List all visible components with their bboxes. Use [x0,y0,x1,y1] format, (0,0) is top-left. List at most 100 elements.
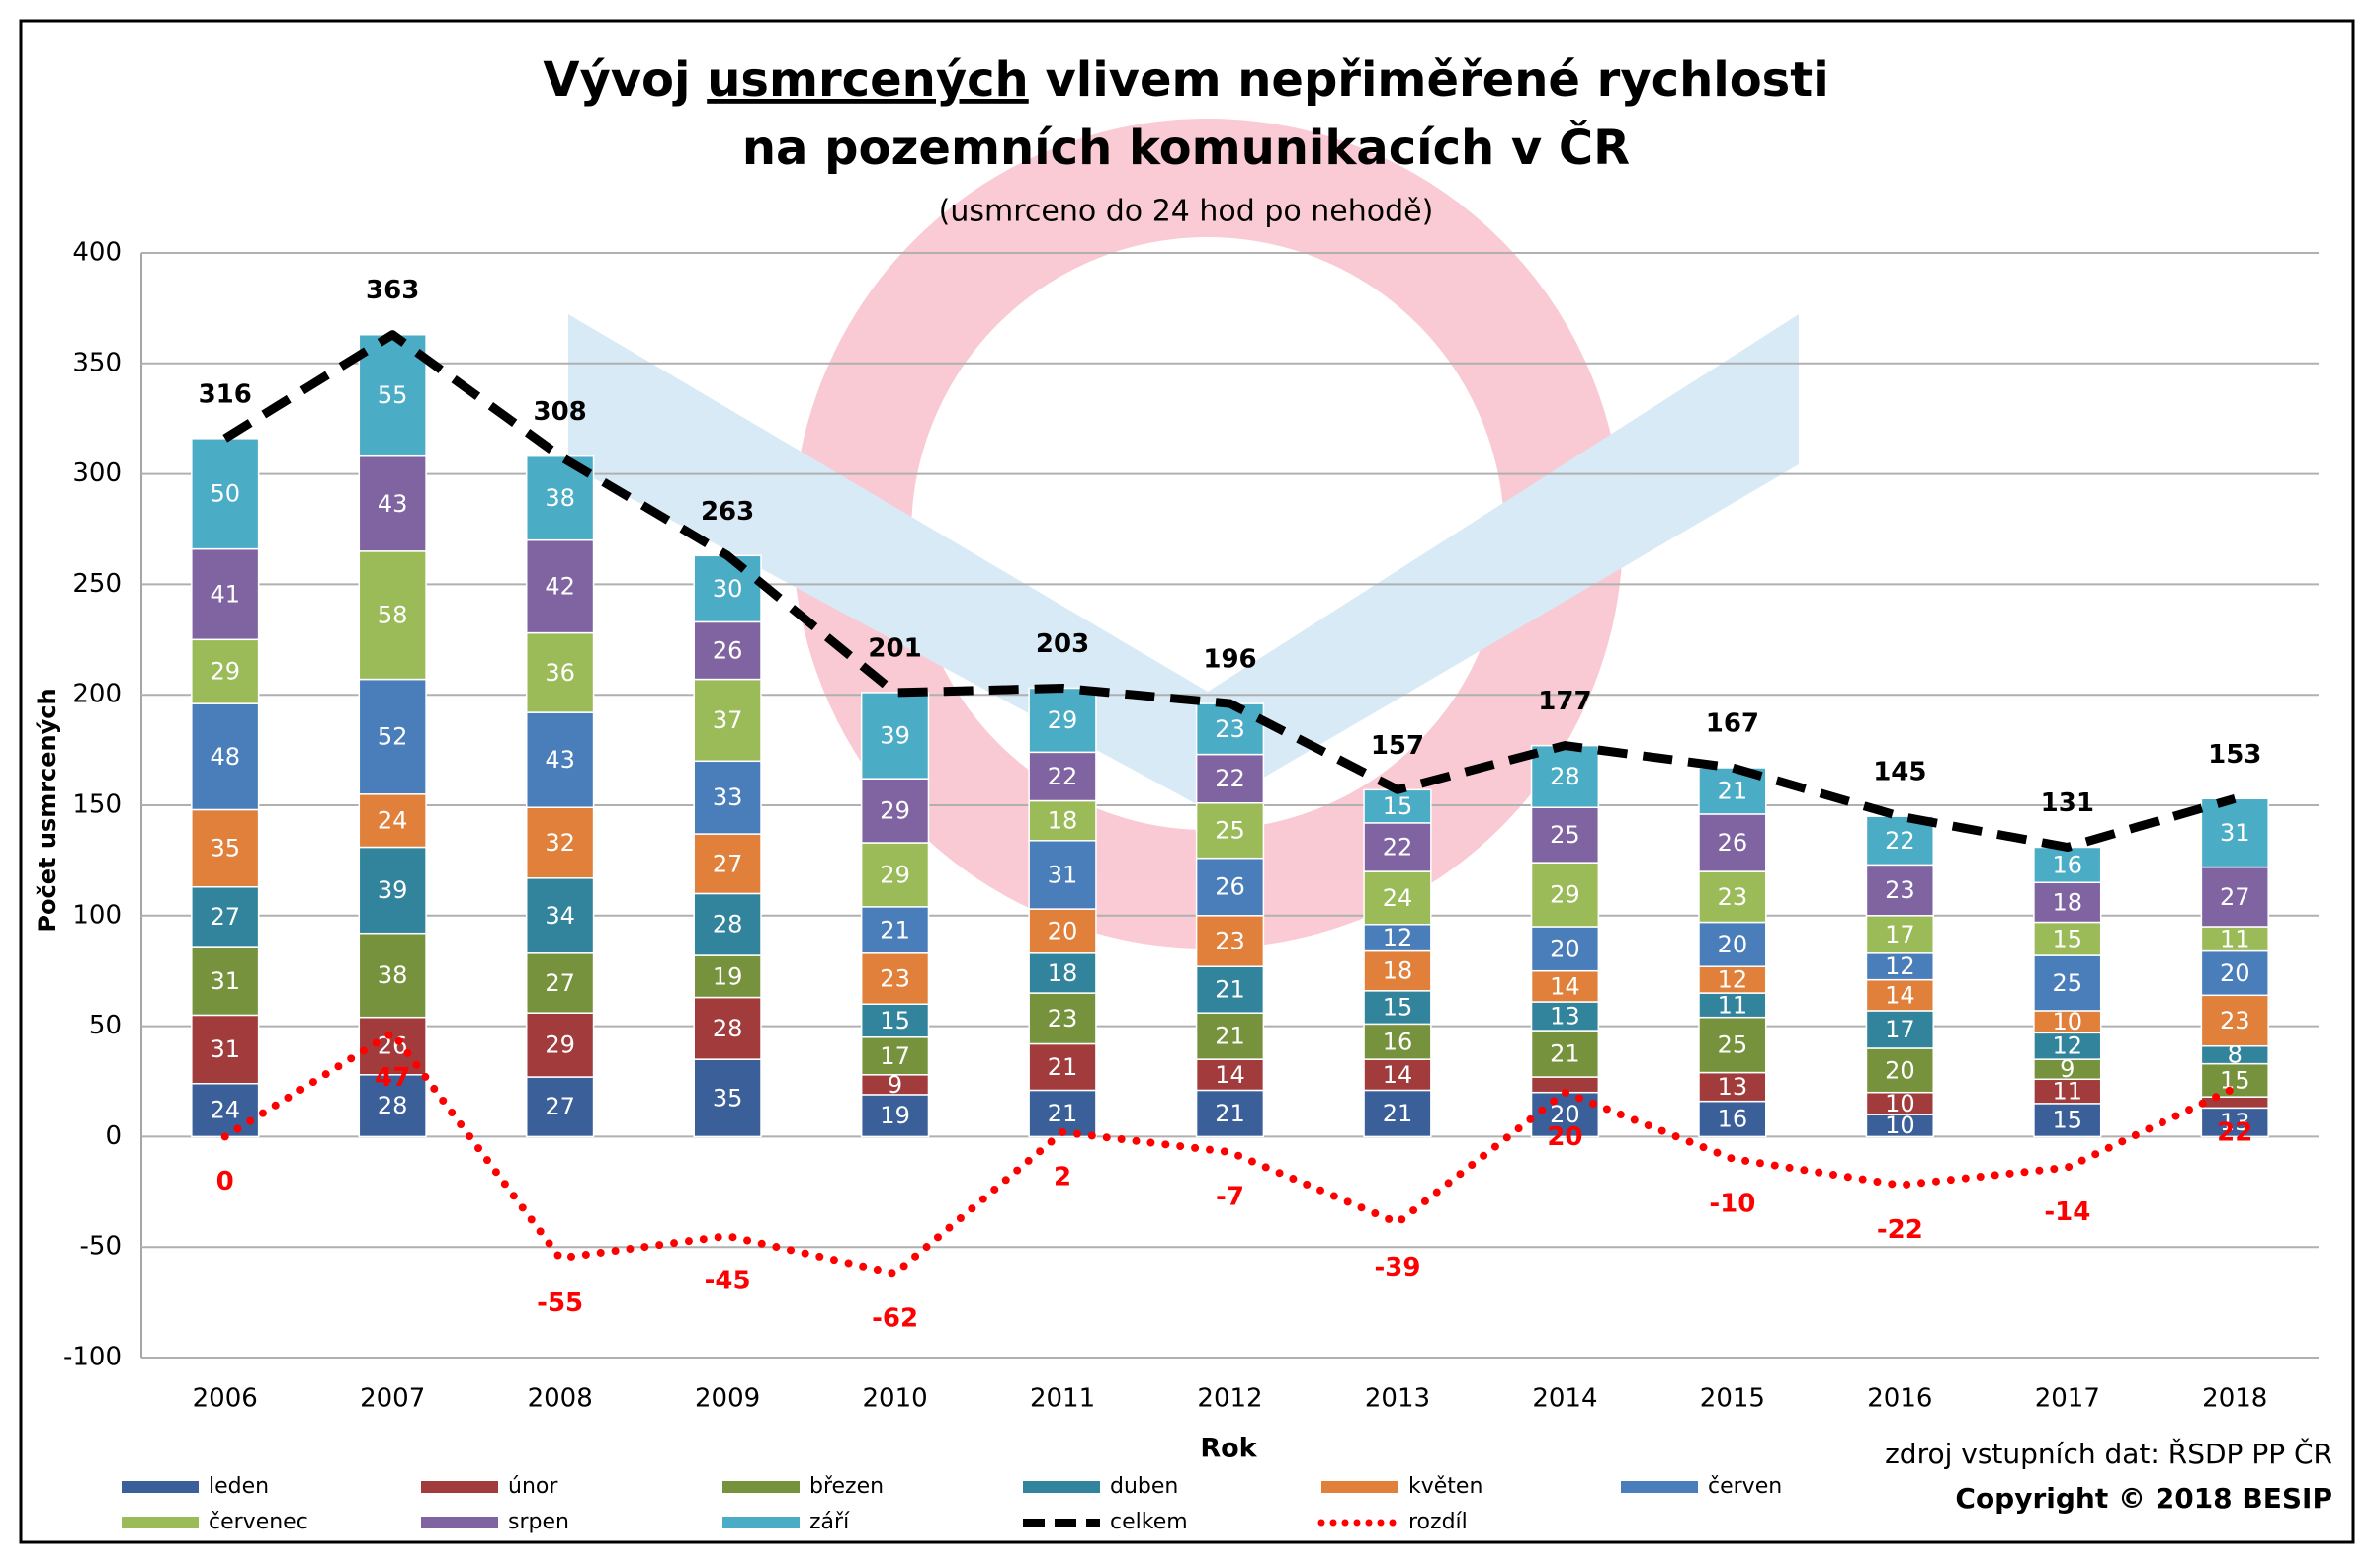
segment-label: 31 [210,967,240,995]
segment-label: 18 [1048,807,1078,835]
bar-segment [1363,1058,1432,1092]
segment-label: 39 [880,722,910,750]
bar-segment [1363,870,1432,926]
segment-label: 18 [2053,888,2083,916]
total-label: 201 [868,633,921,663]
source-note: zdroj vstupních dat: ŘSDP PP ČR [1885,1437,2332,1470]
segment-label: 52 [378,723,408,751]
bar-segment [2200,797,2269,868]
segment-label: 15 [2053,925,2083,952]
legend-swatch [122,1481,199,1493]
segment-label: 19 [713,962,743,990]
bar-segment [1865,1047,1934,1094]
segment-label: 58 [378,602,408,629]
segment-label: 14 [1215,1061,1245,1089]
x-tick-label: 2013 [1365,1384,1430,1414]
segment-label: 21 [1215,1100,1245,1127]
bar-segment [1363,923,1432,952]
segment-label: 28 [713,1015,743,1042]
segment-label: 36 [545,659,575,687]
bar-segment [2200,1096,2269,1110]
difference-label: 22 [2217,1118,2252,1148]
segment-label: 28 [713,911,743,939]
y-tick-label: 300 [72,458,122,488]
segment-label: 38 [378,961,408,989]
segment-label: 22 [1383,833,1413,861]
x-tick-label: 2018 [2202,1384,2267,1414]
chart-title: Vývoj usmrcených vlivem nepřiměřené rych… [543,52,1828,108]
title-part: usmrcených [707,52,1029,108]
segment-label: 20 [2220,959,2250,987]
segment-label: 21 [1718,777,1748,804]
x-tick-label: 2014 [1532,1384,1597,1414]
bar-segment [693,554,762,623]
legend-label: červenec [209,1510,308,1534]
bar-segment [860,1094,930,1138]
bar-segment [526,806,595,879]
difference-label: -55 [537,1288,583,1318]
bar-segment [860,952,930,1005]
segment-label: 50 [210,480,240,508]
bar-segment [1363,1089,1432,1138]
segment-label: 21 [1383,1100,1413,1127]
bar-segment [693,996,762,1060]
segment-label: 17 [1885,1016,1915,1043]
segment-label: 28 [378,1092,408,1119]
bar-segment [358,550,427,681]
total-label: 167 [1706,708,1759,738]
segment-label: 14 [1550,972,1580,1000]
line-dashed [222,330,2237,852]
difference-label: 47 [375,1063,410,1093]
y-axis-label: Počet usmrcených [34,688,61,932]
segment-label: 21 [1215,976,1245,1004]
segment-label: 20 [1885,1056,1915,1084]
segment-label: 10 [1885,1090,1915,1117]
segment-label: 9 [2060,1055,2075,1083]
segment-label: 30 [713,575,743,603]
segment-label: 24 [1383,884,1413,912]
bar-segment [860,842,930,908]
legend-label: rozdíl [1408,1510,1468,1534]
bar-segment [1363,788,1432,824]
segment-label: 23 [2220,1007,2250,1034]
segment-label: 18 [1383,957,1413,985]
x-tick-label: 2015 [1700,1384,1765,1414]
segment-label: 15 [2220,1066,2250,1094]
bar-segment [1698,992,1767,1019]
bar-segment [1698,1016,1767,1074]
bar-segment [1195,915,1265,967]
total-label: 196 [1203,645,1256,675]
segment-label: 21 [1048,1100,1078,1127]
segment-label: 26 [378,1032,408,1060]
segment-label: 13 [2220,1109,2250,1136]
segment-label: 25 [2053,969,2083,997]
segment-label: 34 [545,902,575,930]
legend-swatch [722,1481,800,1493]
bar-segment [1195,702,1265,756]
segment-label: 21 [1215,1023,1245,1050]
y-tick-label: 250 [72,569,122,599]
segment-label: 37 [713,706,743,734]
bar-segment [2033,1078,2102,1105]
bar-segment [1530,1091,1600,1138]
bar-segment [1028,908,1097,954]
segment-label: 24 [378,807,408,835]
difference-label: -39 [1374,1253,1420,1282]
bar-segment [860,692,930,780]
segment-label: 31 [210,1035,240,1063]
bar-segment [1865,915,1934,954]
x-tick-label: 2016 [1867,1384,1932,1414]
bar-segment [191,638,260,704]
total-label: 153 [2208,740,2261,770]
segment-label: 13 [1718,1073,1748,1101]
x-tick-label: 2009 [695,1384,760,1414]
segment-label: 23 [1215,928,1245,955]
segment-label: 25 [1550,821,1580,849]
segment-label: 15 [1383,792,1413,820]
difference-label: -45 [705,1267,751,1296]
segment-label: 39 [378,876,408,904]
segment-label: 13 [1550,1003,1580,1031]
bar-segment [1195,802,1265,860]
x-tick-label: 2008 [528,1384,593,1414]
segment-label: 43 [378,490,408,518]
